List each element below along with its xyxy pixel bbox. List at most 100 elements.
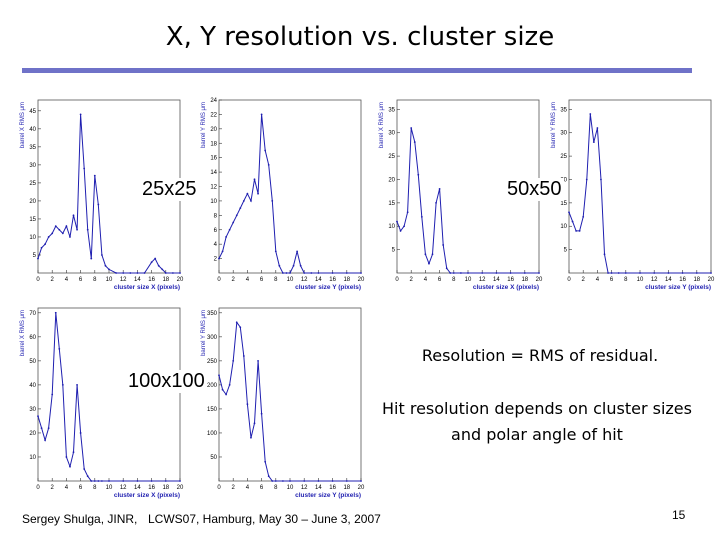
data-point <box>69 236 71 238</box>
y-axis-label: barrel X RMS μm <box>20 102 26 148</box>
x-tick-label: 2 <box>51 277 55 283</box>
label-100x100: 100x100 <box>126 370 207 393</box>
x-tick-label: 18 <box>162 277 169 283</box>
data-point <box>653 272 656 274</box>
data-point <box>413 141 416 143</box>
chart-svg: 50 100 150 200 250 300 350 0 2 4 6 8 10 12 14 16 18 20clu… <box>201 307 365 499</box>
x-tick-label: 6 <box>79 485 83 491</box>
y-tick-label: 25 <box>388 154 395 160</box>
data-point <box>695 272 698 274</box>
data-point <box>296 250 298 253</box>
data-point <box>523 272 526 274</box>
data-point <box>51 393 54 396</box>
x-tick-label: 6 <box>260 277 264 283</box>
y-tick-label: 250 <box>207 359 218 365</box>
data-point <box>250 436 252 439</box>
x-tick-label: 10 <box>287 485 294 491</box>
data-point <box>467 272 469 274</box>
y-tick-label: 100 <box>207 431 218 437</box>
data-point <box>93 174 96 177</box>
data-point <box>239 326 242 329</box>
x-tick-label: 20 <box>358 485 365 491</box>
y-tick-label: 12 <box>210 185 217 191</box>
y-tick-label: 20 <box>210 127 217 133</box>
y-axis-label: barrel Y RMS μm <box>201 102 207 148</box>
data-point <box>452 272 455 274</box>
data-point <box>445 267 448 270</box>
y-tick-label: 45 <box>29 109 36 115</box>
y-tick-label: 15 <box>560 201 567 207</box>
y-tick-label: 4 <box>214 242 218 248</box>
data-point <box>406 211 409 214</box>
data-point <box>317 272 320 274</box>
y-tick-label: 350 <box>207 311 218 317</box>
y-tick-label: 5 <box>33 253 37 259</box>
data-point <box>40 246 43 249</box>
data-point <box>617 272 620 274</box>
data-point <box>424 253 427 256</box>
plot-frame <box>218 307 362 482</box>
data-point <box>267 475 270 478</box>
data-point <box>143 272 146 274</box>
data-point <box>257 192 259 195</box>
data-point <box>37 415 39 418</box>
x-tick-label: 8 <box>274 485 278 491</box>
data-point <box>607 272 609 274</box>
data-point <box>431 253 434 256</box>
x-tick-label: 8 <box>93 485 97 491</box>
data-point <box>47 427 50 430</box>
data-point <box>360 272 362 274</box>
data-point <box>65 225 68 228</box>
x-tick-label: 12 <box>301 277 308 283</box>
data-point <box>600 178 602 181</box>
data-point <box>639 272 641 274</box>
data-point <box>460 272 462 274</box>
plot-50x50-y: 5 10 15 20 25 30 35 0 2 4 6 8 10 12 14 16 18 20 cluster si… <box>545 95 715 295</box>
x-tick-label: 12 <box>479 277 486 283</box>
data-point <box>289 272 291 274</box>
label-50x50: 50x50 <box>505 178 564 201</box>
data-point <box>115 272 117 274</box>
note-resolution: Resolution = RMS of residual. <box>421 346 659 365</box>
y-tick-label: 70 <box>29 311 36 317</box>
y-axis-label: barrel X RMS μm <box>379 102 385 148</box>
data-point <box>40 427 43 430</box>
data-point <box>253 422 256 425</box>
x-tick-label: 4 <box>246 485 250 491</box>
data-point <box>90 257 93 260</box>
data-point <box>442 244 445 246</box>
x-tick-label: 10 <box>287 277 294 283</box>
x-tick-label: 6 <box>260 485 264 491</box>
x-tick-label: 0 <box>36 277 40 283</box>
data-point <box>54 225 57 228</box>
x-tick-label: 4 <box>596 277 600 283</box>
x-tick-label: 12 <box>120 485 127 491</box>
data-point <box>299 264 302 267</box>
x-tick-label: 18 <box>343 485 350 491</box>
data-point <box>136 272 139 274</box>
data-point <box>235 321 238 324</box>
plot-100x100-y: 50 100 150 200 250 300 350 0 2 4 6 8 10 12 14 16 18 20 clu… <box>195 303 365 503</box>
y-tick-label: 8 <box>214 213 218 219</box>
data-point <box>253 178 256 181</box>
x-tick-label: 16 <box>507 277 514 283</box>
data-point <box>345 480 348 482</box>
data-point <box>97 203 100 206</box>
x-tick-label: 16 <box>329 485 336 491</box>
y-tick-label: 30 <box>29 163 36 169</box>
y-tick-label: 10 <box>29 455 36 461</box>
y-tick-label: 15 <box>388 201 395 207</box>
x-tick-label: 0 <box>217 277 221 283</box>
y-axis-label: barrel Y RMS μm <box>201 310 207 356</box>
y-tick-label: 20 <box>388 177 395 183</box>
data-point <box>592 141 595 143</box>
data-point <box>435 201 437 204</box>
data-point <box>575 230 577 232</box>
data-point <box>83 468 86 470</box>
y-tick-label: 5 <box>392 248 396 254</box>
data-point <box>218 374 220 377</box>
y-tick-label: 25 <box>29 181 36 187</box>
data-point <box>257 359 259 362</box>
data-point <box>624 272 627 274</box>
